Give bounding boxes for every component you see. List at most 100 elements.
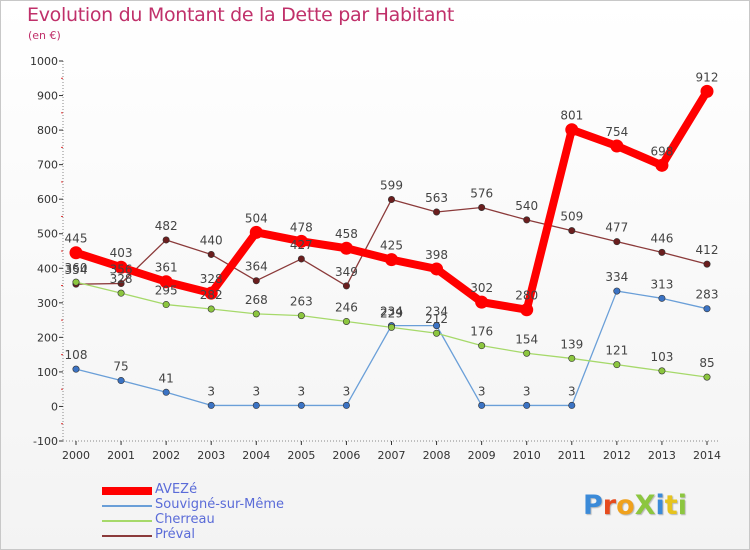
data-label: 334 xyxy=(605,270,628,284)
data-label: 75 xyxy=(113,360,128,374)
chart-title: Evolution du Montant de la Dette par Hab… xyxy=(27,4,455,26)
data-label: 509 xyxy=(560,210,583,224)
data-label: 446 xyxy=(650,231,673,245)
y-tick-label: 100 xyxy=(37,366,58,379)
y-tick-label: 1000 xyxy=(30,55,58,68)
y-tick-label: 800 xyxy=(37,124,58,137)
data-point xyxy=(478,401,486,409)
x-tick-label: 2001 xyxy=(107,449,135,462)
data-label: 912 xyxy=(696,70,719,84)
data-point xyxy=(162,301,170,309)
data-point xyxy=(159,275,173,289)
data-point xyxy=(568,401,576,409)
data-label: 246 xyxy=(335,300,358,314)
data-point xyxy=(117,377,125,385)
data-point xyxy=(252,277,260,285)
x-tick-label: 2004 xyxy=(242,449,270,462)
data-point xyxy=(162,388,170,396)
data-point xyxy=(69,246,83,260)
y-tick-label: 600 xyxy=(37,193,58,206)
data-label: 754 xyxy=(605,125,628,139)
legend-item: Préval xyxy=(102,527,362,543)
y-tick-label: 700 xyxy=(37,159,58,172)
data-label: 282 xyxy=(200,288,223,302)
data-point xyxy=(658,248,666,256)
data-point xyxy=(294,234,308,248)
data-point xyxy=(207,250,215,258)
data-label: 234 xyxy=(380,305,403,319)
x-tick-label: 2011 xyxy=(558,449,586,462)
proxiti-logo: ProXiti xyxy=(583,490,687,521)
series-0 xyxy=(69,84,714,317)
data-label: 295 xyxy=(155,284,178,298)
data-label: 234 xyxy=(425,305,448,319)
x-tick-label: 2006 xyxy=(332,449,360,462)
x-tick-label: 2010 xyxy=(513,449,541,462)
data-label: 85 xyxy=(699,356,714,370)
legend-swatch xyxy=(102,520,152,522)
data-label: 280 xyxy=(515,289,538,303)
data-point xyxy=(478,203,486,211)
data-point xyxy=(613,238,621,246)
x-tick-label: 2000 xyxy=(62,449,90,462)
data-point xyxy=(703,305,711,313)
data-label: 361 xyxy=(155,261,178,275)
data-label: 154 xyxy=(515,332,538,346)
data-point xyxy=(117,279,125,287)
x-tick-label: 2008 xyxy=(423,449,451,462)
data-point xyxy=(297,312,305,320)
legend-label: Préval xyxy=(155,527,195,542)
logo-letter: X xyxy=(634,490,656,521)
y-tick-label: 400 xyxy=(37,262,58,275)
x-tick-label: 2014 xyxy=(693,449,721,462)
data-point xyxy=(385,253,398,267)
data-point xyxy=(204,286,218,300)
legend-item: Souvigné-sur-Même xyxy=(102,497,362,513)
x-tick-label: 2003 xyxy=(197,449,225,462)
data-point xyxy=(700,84,714,98)
data-point xyxy=(433,208,441,216)
data-point xyxy=(207,401,215,409)
data-label: 445 xyxy=(65,232,88,246)
data-label: 328 xyxy=(110,272,133,286)
data-point xyxy=(523,216,531,224)
data-point xyxy=(613,287,621,295)
x-tick-label: 2013 xyxy=(648,449,676,462)
data-point xyxy=(339,241,353,255)
data-label: 108 xyxy=(65,348,88,362)
data-label: 354 xyxy=(65,263,88,277)
data-label: 349 xyxy=(335,265,358,279)
data-label: 403 xyxy=(110,246,133,260)
data-label: 328 xyxy=(200,272,223,286)
data-point xyxy=(117,289,125,297)
legend-label: Cherreau xyxy=(155,512,215,527)
data-label: 482 xyxy=(155,219,178,233)
data-point xyxy=(387,323,395,331)
x-tick-label: 2007 xyxy=(378,449,406,462)
data-point xyxy=(568,354,576,362)
legend-label: AVEZé xyxy=(155,482,198,497)
data-label: 504 xyxy=(245,211,268,225)
data-point xyxy=(433,322,441,330)
data-label: 540 xyxy=(515,199,538,213)
data-label: 229 xyxy=(380,306,403,320)
data-label: 263 xyxy=(290,295,313,309)
x-tick-label: 2002 xyxy=(152,449,180,462)
data-label: 364 xyxy=(245,260,268,274)
data-labels-layer: 445 403 361 328 504 478 458 425 398 302 280 801 754 6… xyxy=(65,70,719,398)
data-label: 477 xyxy=(605,221,628,235)
series-2 xyxy=(72,278,711,381)
data-point xyxy=(520,303,534,317)
data-label: 563 xyxy=(425,191,448,205)
data-point xyxy=(252,401,260,409)
data-label: 103 xyxy=(650,350,673,364)
data-label: 458 xyxy=(335,227,358,241)
data-point xyxy=(610,139,624,153)
data-point xyxy=(433,329,441,337)
y-tick-label: 0 xyxy=(51,400,58,413)
legend-item: AVEZé xyxy=(102,482,362,498)
data-point xyxy=(658,294,666,302)
data-point xyxy=(162,236,170,244)
